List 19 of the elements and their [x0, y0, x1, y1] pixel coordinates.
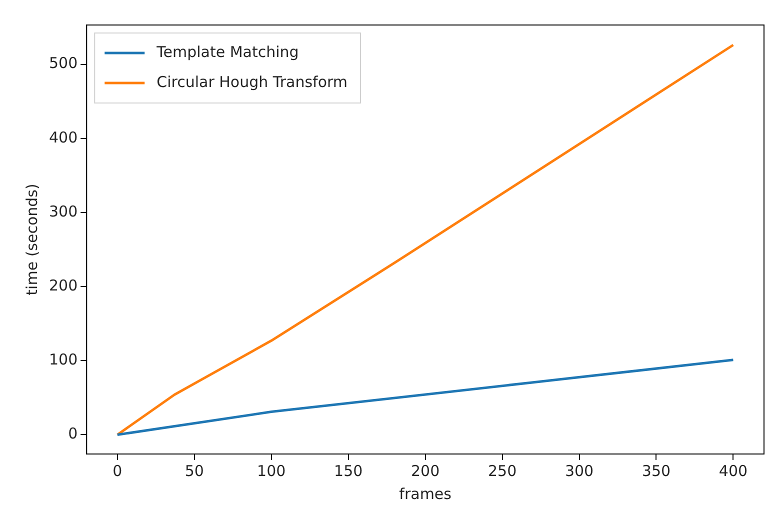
y-tick-label: 100 [48, 350, 78, 369]
x-tick-label: 0 [112, 462, 122, 480]
y-tick-label: 300 [48, 202, 78, 220]
x-tick-label: 400 [718, 462, 748, 480]
x-tick-label: 100 [257, 462, 286, 480]
y-tick-label: 400 [48, 128, 78, 146]
y-tick-label: 200 [48, 276, 78, 294]
x-tick-label: 50 [184, 462, 204, 480]
y-axis-title: time (seconds) [22, 184, 41, 296]
x-tick-label: 150 [334, 462, 363, 480]
y-tick-label: 500 [48, 54, 78, 72]
x-tick-label: 250 [488, 462, 517, 480]
y-tick-label: 0 [68, 424, 78, 443]
x-tick-label: 300 [564, 462, 594, 480]
x-tick-label: 200 [410, 462, 440, 480]
x-axis-title: frames [399, 484, 452, 503]
legend-label: Circular Hough Transform [156, 72, 348, 91]
legend-label: Template Matching [156, 42, 299, 61]
x-tick-label: 350 [642, 462, 671, 480]
